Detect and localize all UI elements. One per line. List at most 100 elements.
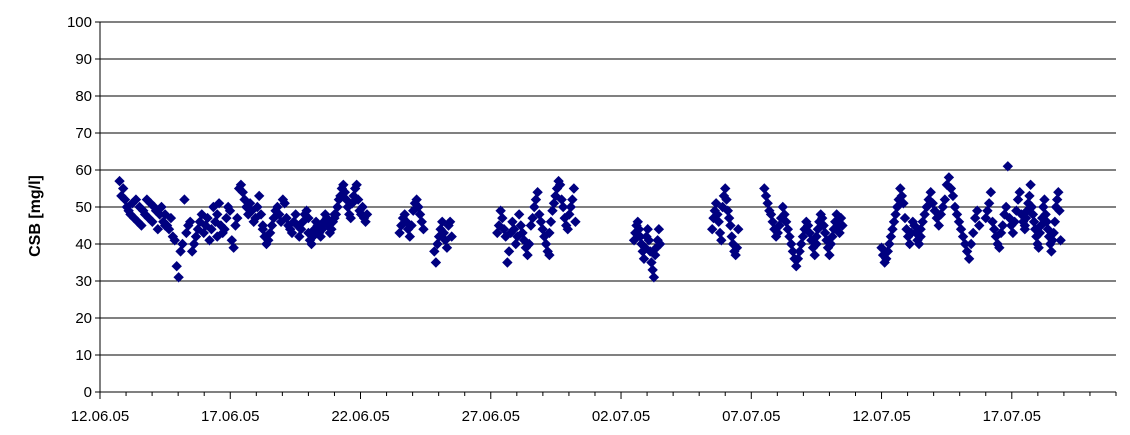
data-point (1033, 242, 1044, 253)
data-point (994, 242, 1005, 253)
data-point (206, 224, 217, 235)
data-point (887, 224, 898, 235)
y-tick-label: 10 (75, 347, 92, 364)
data-point (1023, 198, 1034, 209)
data-point (253, 190, 265, 202)
data-point (802, 220, 814, 231)
data-point (508, 224, 520, 235)
data-point (432, 238, 443, 250)
data-point (921, 201, 932, 213)
data-point (266, 220, 278, 231)
data-point (904, 238, 915, 250)
data-point (1000, 201, 1012, 213)
data-point (181, 227, 192, 239)
data-point (330, 209, 342, 220)
data-point (797, 231, 809, 242)
y-axis-title: CSB [mg/l] (27, 175, 44, 257)
data-point (361, 209, 373, 220)
data-point (565, 201, 577, 213)
data-point (241, 201, 252, 213)
gridlines (100, 21, 1116, 356)
y-tick-label: 60 (75, 162, 92, 179)
y-tick-label: 40 (75, 236, 92, 253)
data-point (1027, 209, 1039, 220)
data-point (406, 220, 417, 231)
data-point (643, 235, 655, 246)
data-point (339, 187, 351, 198)
data-point (161, 220, 173, 231)
data-point (281, 212, 292, 224)
data-point (286, 227, 298, 239)
data-point (955, 224, 967, 235)
data-point (943, 172, 955, 183)
data-point (969, 212, 981, 224)
data-point (901, 224, 912, 235)
data-point (360, 216, 371, 227)
data-point (915, 231, 926, 242)
data-point (416, 216, 427, 227)
data-point (226, 235, 238, 246)
data-point (301, 205, 312, 216)
data-point (989, 224, 1000, 235)
data-point (923, 194, 934, 205)
data-point (723, 212, 735, 224)
data-point (212, 209, 223, 220)
data-point (1006, 220, 1017, 231)
data-point (152, 224, 164, 235)
data-point (1046, 246, 1057, 257)
data-point (252, 201, 263, 213)
data-point (1054, 205, 1065, 216)
data-point (712, 209, 723, 220)
y-tick-label: 0 (84, 384, 92, 401)
data-point (121, 201, 133, 213)
data-point (720, 183, 731, 194)
y-tick-label: 50 (75, 199, 92, 216)
data-point (764, 205, 775, 216)
data-point (550, 190, 561, 202)
data-point (1011, 205, 1022, 216)
data-point (255, 209, 267, 220)
data-point (264, 227, 276, 239)
data-point (414, 209, 426, 220)
data-point (819, 227, 831, 239)
data-point (1041, 216, 1052, 227)
data-point (544, 249, 555, 261)
x-tick-label: 02.07.05 (592, 408, 650, 425)
data-point (224, 205, 236, 216)
data-point (801, 216, 812, 227)
data-point (647, 264, 658, 276)
data-point (818, 220, 829, 231)
data-point (222, 201, 234, 213)
data-point (983, 198, 995, 209)
data-point (811, 238, 822, 250)
data-point (562, 224, 573, 235)
data-point (933, 220, 945, 231)
data-point (306, 238, 317, 250)
data-point (345, 212, 356, 224)
data-point (1009, 216, 1020, 227)
data-point (1034, 227, 1046, 239)
data-point (717, 201, 728, 213)
data-point (1014, 187, 1025, 198)
data-point (1020, 212, 1032, 224)
x-tick-label: 07.07.05 (722, 408, 780, 425)
data-point (230, 220, 241, 231)
data-point (130, 194, 142, 205)
data-point (185, 216, 196, 227)
data-point (554, 179, 566, 190)
data-point (947, 190, 959, 202)
data-point (879, 257, 890, 268)
data-point (1021, 205, 1033, 216)
data-point (828, 224, 839, 235)
data-point (503, 246, 515, 257)
x-tick-label: 17.07.05 (983, 408, 1041, 425)
data-point (902, 231, 914, 242)
data-point (1028, 216, 1040, 227)
data-point (429, 246, 440, 257)
data-point (497, 212, 508, 224)
data-point (898, 198, 909, 209)
data-point (539, 231, 550, 242)
data-point (148, 201, 160, 213)
data-point (228, 242, 239, 253)
